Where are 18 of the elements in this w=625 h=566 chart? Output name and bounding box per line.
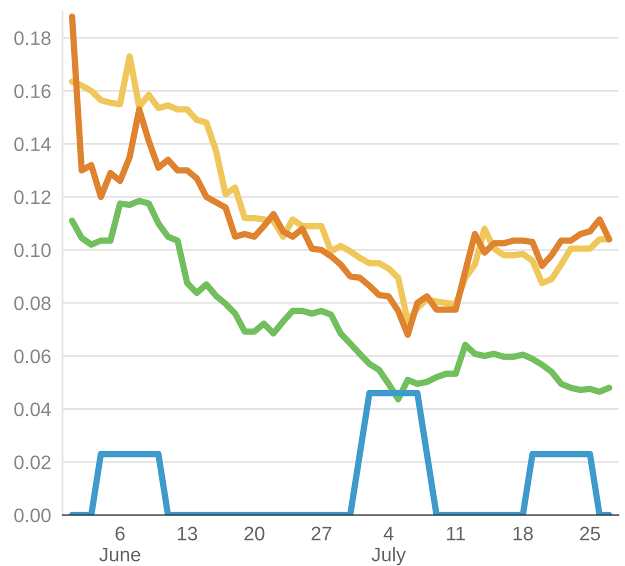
x-tick-label: 25	[580, 526, 600, 540]
y-tick-label: 0.18	[14, 31, 51, 46]
y-tick-label: 0.16	[14, 84, 51, 98]
y-tick-label: 0.10	[14, 243, 51, 258]
y-tick-label: 0.12	[14, 190, 50, 204]
x-tick-label: 13	[178, 526, 198, 540]
x-tick-label: 20	[244, 526, 264, 540]
x-tick-label: 11	[447, 526, 465, 540]
y-tick-label: 0.06	[14, 349, 51, 364]
y-tick-label: 0.08	[14, 296, 51, 310]
y-tick-label: 0.02	[14, 456, 50, 470]
x-tick-label: 4 July	[372, 526, 406, 566]
y-tick-label: 0.00	[14, 508, 51, 522]
y-tick-label: 0.14	[14, 137, 51, 152]
x-tick-label: 27	[312, 526, 332, 540]
y-tick-label: 0.04	[14, 402, 51, 416]
x-tick-label: 6 June	[99, 526, 140, 562]
x-tick-label: 18	[514, 526, 533, 540]
